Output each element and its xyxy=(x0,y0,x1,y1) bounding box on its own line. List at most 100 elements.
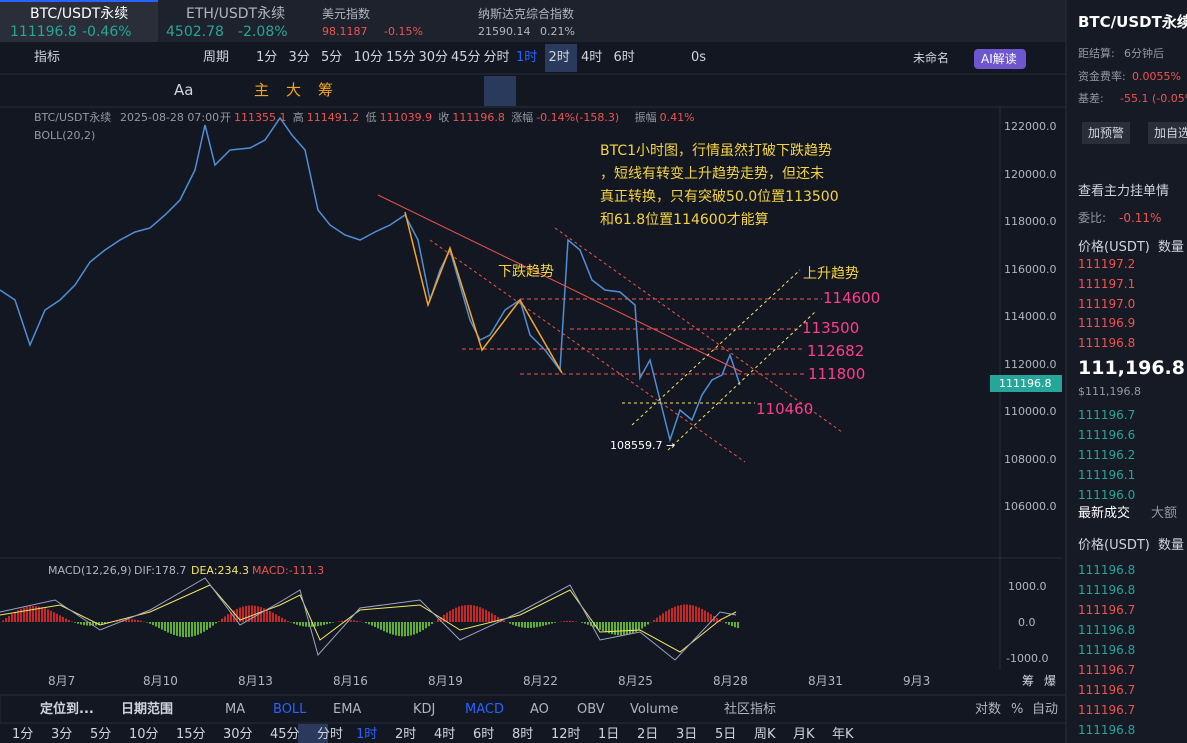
bid-price: 111196.7 xyxy=(1078,408,1136,422)
axis-icon[interactable]: 筹 xyxy=(1022,674,1035,688)
ai-button[interactable]: AI解读 xyxy=(981,52,1017,66)
macd-bar xyxy=(455,607,457,622)
indicator-toggle[interactable]: BOLL xyxy=(273,702,307,717)
macd-bar xyxy=(491,613,493,622)
macd-bar xyxy=(395,622,397,636)
tab-name[interactable]: 美元指数 xyxy=(322,7,371,21)
macd-bar xyxy=(623,622,625,636)
period-option[interactable]: 10分 xyxy=(129,727,159,742)
period-option[interactable]: 2时 xyxy=(395,727,417,742)
interval-button[interactable]: 3分 xyxy=(288,50,310,65)
period-option[interactable]: 1分 xyxy=(12,727,34,742)
macd-bar xyxy=(284,619,286,622)
period-option[interactable]: 分时 xyxy=(317,727,344,742)
indicator-toggle[interactable]: KDJ xyxy=(413,702,436,717)
tab-name[interactable]: ETH/USDT永续 xyxy=(186,6,286,22)
layout-button[interactable]: 未命名 xyxy=(913,51,950,65)
macd-bar xyxy=(476,606,478,622)
locate-button[interactable]: 定位到... xyxy=(40,702,94,717)
range-button[interactable]: 日期范围 xyxy=(121,702,174,717)
macd-bar xyxy=(374,622,376,627)
depth-link[interactable]: 查看主力挂单情 xyxy=(1078,184,1170,199)
macd-bar xyxy=(149,622,151,624)
interval-button[interactable]: 6时 xyxy=(613,50,635,65)
field-name: 开 xyxy=(220,111,231,124)
trade-tab[interactable]: 大额 xyxy=(1151,506,1178,521)
indicator-toggle[interactable]: OBV xyxy=(577,702,605,717)
interval-button[interactable]: 15分 xyxy=(386,50,416,65)
macd-bar xyxy=(719,619,721,622)
tab-change: -2.08% xyxy=(238,24,288,40)
period-option[interactable]: 5分 xyxy=(90,727,112,742)
period-option[interactable]: 30分 xyxy=(223,727,253,742)
period-option[interactable]: 周K xyxy=(754,727,776,742)
community-button[interactable]: 社区指标 xyxy=(724,702,777,717)
indicator-toggle[interactable]: Volume xyxy=(630,702,679,717)
interval-button[interactable]: 30分 xyxy=(418,50,449,65)
interval-button[interactable]: 4时 xyxy=(581,50,603,65)
tab-name[interactable]: 纳斯达克综合指数 xyxy=(478,7,575,21)
period-option[interactable]: 年K xyxy=(832,727,854,742)
axis-icon[interactable]: 爆 xyxy=(1044,674,1057,688)
tab-name[interactable]: BTC/USDT永续 xyxy=(30,6,129,22)
macd-bar xyxy=(701,608,703,622)
period-option[interactable]: 4时 xyxy=(434,727,456,742)
trade-tab[interactable]: 最新成交 xyxy=(1078,506,1131,521)
indicator-toggle[interactable]: MA xyxy=(225,702,246,717)
interval-button[interactable]: 1分 xyxy=(256,50,278,65)
tab-price: 21590.14 xyxy=(478,25,531,38)
ratio-value: -0.11% xyxy=(1119,211,1162,225)
period-option[interactable]: 8时 xyxy=(512,727,534,742)
tool-button[interactable]: Aa xyxy=(174,81,194,99)
scale-toggle[interactable]: 自动 xyxy=(1032,702,1059,717)
period-option[interactable]: 15分 xyxy=(176,727,206,742)
interval-button[interactable]: 45分 xyxy=(451,50,481,65)
indicator-button[interactable]: 指标 xyxy=(34,50,61,65)
indicator-toggle[interactable]: EMA xyxy=(333,702,362,717)
trend-label: 下跌趋势 xyxy=(498,264,554,280)
macd-bar xyxy=(209,622,211,628)
interval-button[interactable]: 分时 xyxy=(483,50,510,65)
interval-button[interactable]: 1时 xyxy=(516,50,538,65)
interval-button[interactable]: 5分 xyxy=(321,50,343,65)
indicator-toggle[interactable]: MACD xyxy=(465,702,504,717)
macd-bar xyxy=(29,606,31,622)
timer: 0s xyxy=(691,50,707,65)
macd-bar xyxy=(734,622,736,628)
panel-button[interactable]: 加自选 xyxy=(1148,122,1187,144)
macd-bar xyxy=(35,606,37,622)
macd-bar xyxy=(485,609,487,622)
macd-bar xyxy=(470,605,472,622)
mid-price: 111,196.8 xyxy=(1078,357,1185,379)
field-value: 111196.8 xyxy=(452,111,505,124)
price-tick: 108000.0 xyxy=(1004,452,1057,466)
macd-dea: DEA:234.3 xyxy=(191,564,249,577)
tool-button[interactable]: 主 xyxy=(254,81,270,99)
period-option[interactable]: 6时 xyxy=(473,727,495,742)
interval-button[interactable]: 10分 xyxy=(353,50,384,65)
period-option[interactable]: 月K xyxy=(793,727,815,742)
tool-button[interactable]: 大 xyxy=(286,81,302,99)
period-option[interactable]: 12时 xyxy=(551,727,581,742)
macd-bar xyxy=(641,622,643,629)
period-option[interactable]: 2日 xyxy=(637,727,659,742)
period-option[interactable]: 3日 xyxy=(676,727,698,742)
up-channel xyxy=(667,311,816,451)
scale-toggle[interactable]: 对数 xyxy=(975,702,1002,717)
panel-button[interactable]: 加预警 xyxy=(1082,122,1131,144)
period-option[interactable]: 5日 xyxy=(715,727,737,742)
macd-bar xyxy=(737,622,739,629)
period-option[interactable]: 3分 xyxy=(51,727,73,742)
period-button[interactable]: 周期 xyxy=(203,50,230,65)
macd-bar xyxy=(68,620,70,622)
period-option[interactable]: 45分 xyxy=(270,727,300,742)
period-option[interactable]: 1时 xyxy=(356,727,378,742)
scale-toggle[interactable]: % xyxy=(1011,702,1024,717)
macd-bar xyxy=(482,608,484,622)
macd-bar xyxy=(629,622,631,635)
macd-bar xyxy=(200,622,202,634)
period-option[interactable]: 1日 xyxy=(598,727,620,742)
interval-button[interactable]: 2时 xyxy=(548,50,570,65)
indicator-toggle[interactable]: AO xyxy=(530,702,549,717)
tool-button[interactable]: 筹 xyxy=(318,81,334,99)
